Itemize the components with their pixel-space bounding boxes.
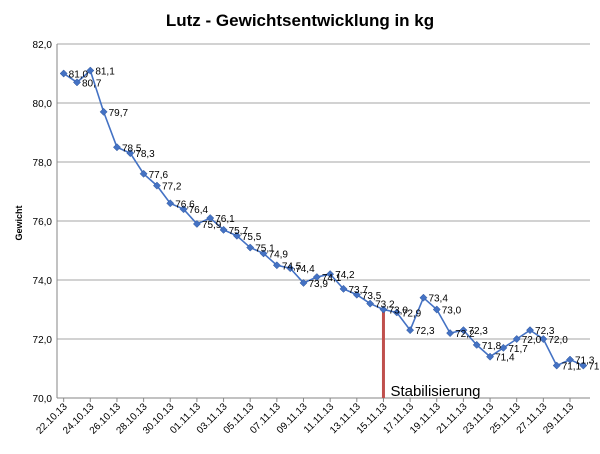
data-label: 81,1: [95, 67, 115, 78]
y-tick-label: 70,0: [33, 394, 53, 405]
data-point: [272, 261, 281, 270]
data-label: 71,1: [562, 362, 582, 373]
data-point: [566, 355, 574, 364]
annotation-layer: Stabilisierung: [381, 309, 481, 400]
data-point: [166, 199, 175, 208]
data-point: [392, 308, 401, 317]
data-point: [406, 326, 415, 335]
data-label: 73,4: [428, 294, 448, 305]
data-point: [299, 278, 308, 287]
data-point: [459, 326, 468, 335]
data-point: [219, 225, 228, 234]
data-label: 72,0: [548, 335, 568, 346]
y-tick-label: 74,0: [33, 276, 53, 287]
data-point: [86, 66, 95, 75]
data-point: [366, 299, 375, 308]
y-tick-label: 78,0: [33, 158, 53, 169]
data-label: 73,9: [309, 279, 329, 290]
y-tick-label: 82,0: [33, 40, 53, 51]
data-point: [59, 69, 68, 78]
data-label: 76,6: [175, 199, 195, 210]
data-label: 74,9: [269, 249, 289, 260]
data-point: [539, 335, 548, 343]
data-label: 77,2: [162, 182, 182, 193]
grid-lines: [57, 43, 590, 340]
data-label: 71,1: [588, 362, 600, 373]
data-label: 78,5: [122, 143, 142, 154]
data-point: [259, 249, 268, 258]
data-label: 73,5: [362, 291, 382, 302]
data-label: 74,1: [322, 273, 342, 284]
y-tick-label: 80,0: [33, 99, 53, 110]
data-point: [512, 335, 521, 343]
data-point: [379, 305, 388, 314]
data-point: [192, 219, 201, 228]
data-label: 71,4: [495, 353, 515, 364]
data-point: [286, 264, 295, 273]
weight-series-line: [63, 69, 584, 367]
data-point: [126, 149, 135, 158]
data-label: 75,1: [255, 244, 275, 255]
data-point: [99, 107, 108, 116]
data-point: [73, 78, 81, 87]
data-point: [526, 326, 534, 335]
data-point: [326, 270, 335, 279]
data-point: [206, 214, 215, 223]
data-label: 71,8: [482, 341, 502, 352]
data-point: [432, 305, 441, 314]
data-label: 74,4: [295, 264, 315, 275]
data-point: [179, 205, 188, 214]
chart-title: Lutz - Gewichtsentwicklung in kg: [166, 11, 434, 30]
data-label: 73,0: [442, 306, 462, 317]
data-point: [246, 243, 255, 252]
data-point: [113, 143, 121, 152]
data-label: 74,5: [282, 261, 302, 272]
data-point: [552, 361, 561, 370]
data-label: 76,4: [189, 205, 209, 216]
data-label: 71,3: [575, 356, 595, 367]
data-point: [579, 361, 588, 370]
data-point: [312, 273, 321, 282]
y-tick-label: 76,0: [33, 217, 53, 228]
data-label: 72,0: [522, 335, 542, 346]
data-point: [232, 231, 241, 240]
data-label: 75,7: [229, 226, 249, 237]
data-label: 73,7: [348, 285, 368, 296]
data-label: 77,6: [149, 170, 169, 181]
data-label: 79,7: [109, 108, 129, 119]
y-tick-label: 72,0: [33, 335, 53, 346]
data-label: 75,9: [202, 220, 222, 231]
data-point: [339, 284, 348, 293]
data-label: 78,3: [135, 149, 155, 160]
data-label: 72,2: [455, 329, 475, 340]
data-point: [139, 169, 148, 178]
data-labels: 81,080,781,1 79,7 78,578,3 77,677,2 76,676,4…: [69, 67, 600, 373]
data-label: 81,0: [69, 70, 89, 81]
data-label: 72,3: [415, 326, 435, 337]
data-label: 80,7: [82, 78, 102, 89]
series-layer: [59, 66, 588, 370]
data-label: 75,5: [242, 232, 262, 243]
data-point: [419, 293, 428, 302]
data-label: 73,0: [388, 306, 408, 317]
data-label: 71,7: [508, 344, 528, 355]
data-point: [472, 340, 481, 349]
stabilisierung-label: Stabilisierung: [390, 383, 480, 400]
data-label: 76,1: [215, 214, 235, 225]
data-label: 74,2: [335, 270, 355, 281]
data-point: [486, 352, 495, 361]
axes: 70,072,074,076,078,080,082,022.10.1324.1…: [33, 40, 590, 437]
data-point: [446, 329, 455, 338]
data-label: 72,9: [402, 308, 422, 319]
data-point: [499, 343, 508, 352]
data-label: 73,2: [375, 300, 395, 311]
data-point: [352, 290, 361, 299]
y-axis-label: Gewicht: [14, 205, 24, 240]
data-point: [152, 181, 161, 190]
data-label: 72,3: [535, 326, 555, 337]
data-label: 72,3: [468, 326, 488, 337]
